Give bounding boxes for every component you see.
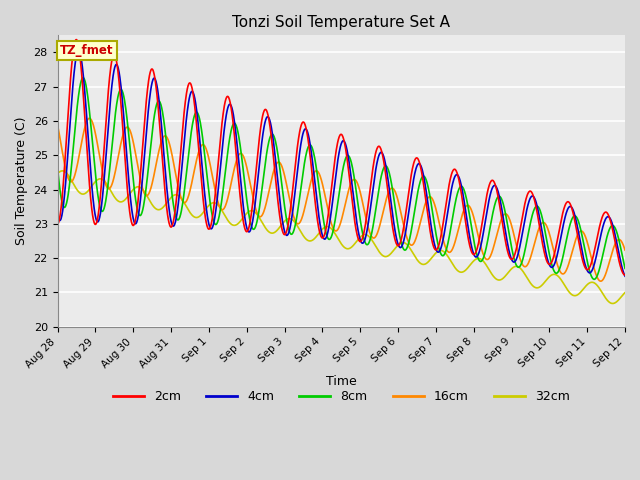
Y-axis label: Soil Temperature (C): Soil Temperature (C)	[15, 117, 28, 245]
Legend: 2cm, 4cm, 8cm, 16cm, 32cm: 2cm, 4cm, 8cm, 16cm, 32cm	[108, 385, 575, 408]
Title: Tonzi Soil Temperature Set A: Tonzi Soil Temperature Set A	[232, 15, 451, 30]
X-axis label: Time: Time	[326, 375, 356, 388]
Text: TZ_fmet: TZ_fmet	[60, 44, 114, 57]
